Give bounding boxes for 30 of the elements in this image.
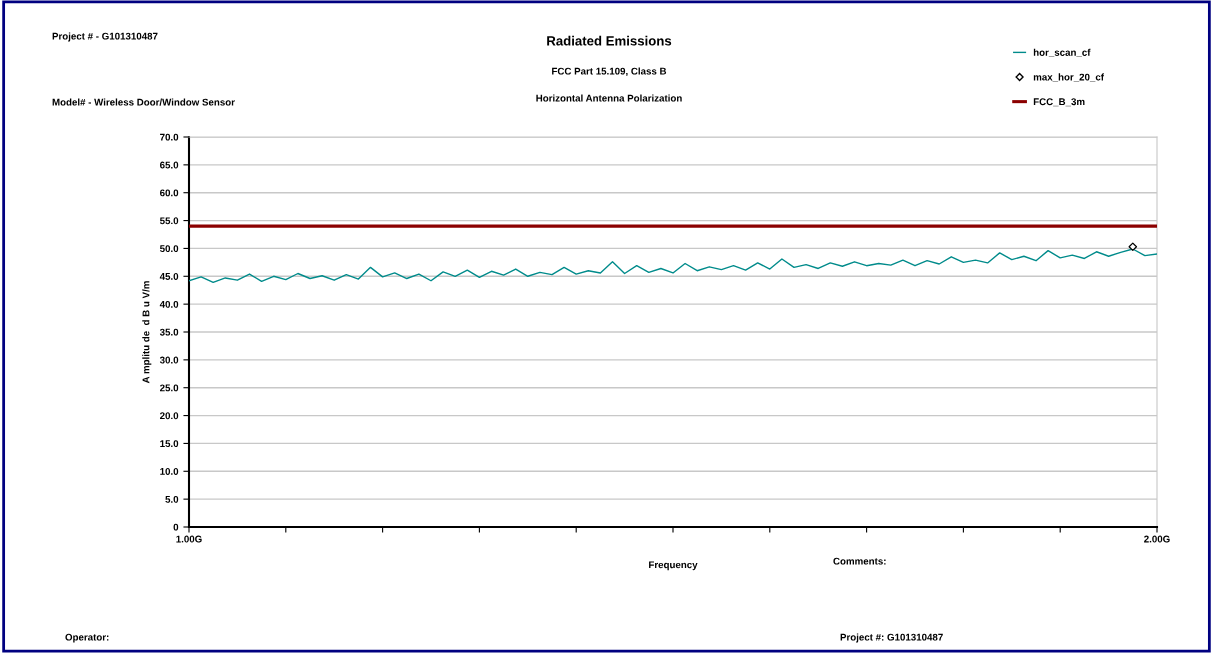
y-tick-label: 0 <box>173 523 179 531</box>
y-tick-label: 25.0 <box>160 384 179 392</box>
x-tick-label: 1.00G <box>176 535 202 543</box>
y-tick-label: 70.0 <box>160 133 179 141</box>
x-axis-title: Frequency <box>649 561 698 571</box>
y-tick-label: 20.0 <box>160 412 179 420</box>
text: Project # - G101310487 <box>52 32 158 42</box>
chart-subtitle: FCC Part 15.109, Class B <box>552 67 667 77</box>
y-tick-label: 40.0 <box>159 300 179 308</box>
legend-label: max_hor_20_cf <box>1033 73 1105 82</box>
legend-label: hor_scan_cf <box>1033 48 1091 57</box>
y-axis-title: A mplitu de d B u V/m <box>142 281 152 384</box>
legend-label: FCC_B_3m <box>1033 98 1085 107</box>
y-tick-label: 60.0 <box>160 189 179 197</box>
text: Operator: <box>65 633 109 643</box>
text: Horizontal Antenna Polarization <box>536 94 682 102</box>
y-tick-label: 45.0 <box>159 273 179 280</box>
y-tick-label: 5.0 <box>165 495 179 503</box>
y-tick-label: 15.0 <box>160 440 179 448</box>
y-tick-label: 65.0 <box>160 161 179 169</box>
y-tick-label: 50.0 <box>159 245 179 253</box>
y-tick-label: 10.0 <box>160 468 179 475</box>
text: Project #: G101310487 <box>840 633 943 643</box>
y-tick-label: 30.0 <box>159 356 179 364</box>
y-tick-label: 35.0 <box>159 328 179 336</box>
y-tick-label: 55.0 <box>159 217 179 225</box>
text: Model# - Wireless Door/Window Sensor <box>52 98 235 106</box>
text: Comments: <box>833 557 886 565</box>
chart-title: Radiated Emissions <box>547 35 672 46</box>
x-tick-label: 2.00G <box>1144 535 1170 543</box>
